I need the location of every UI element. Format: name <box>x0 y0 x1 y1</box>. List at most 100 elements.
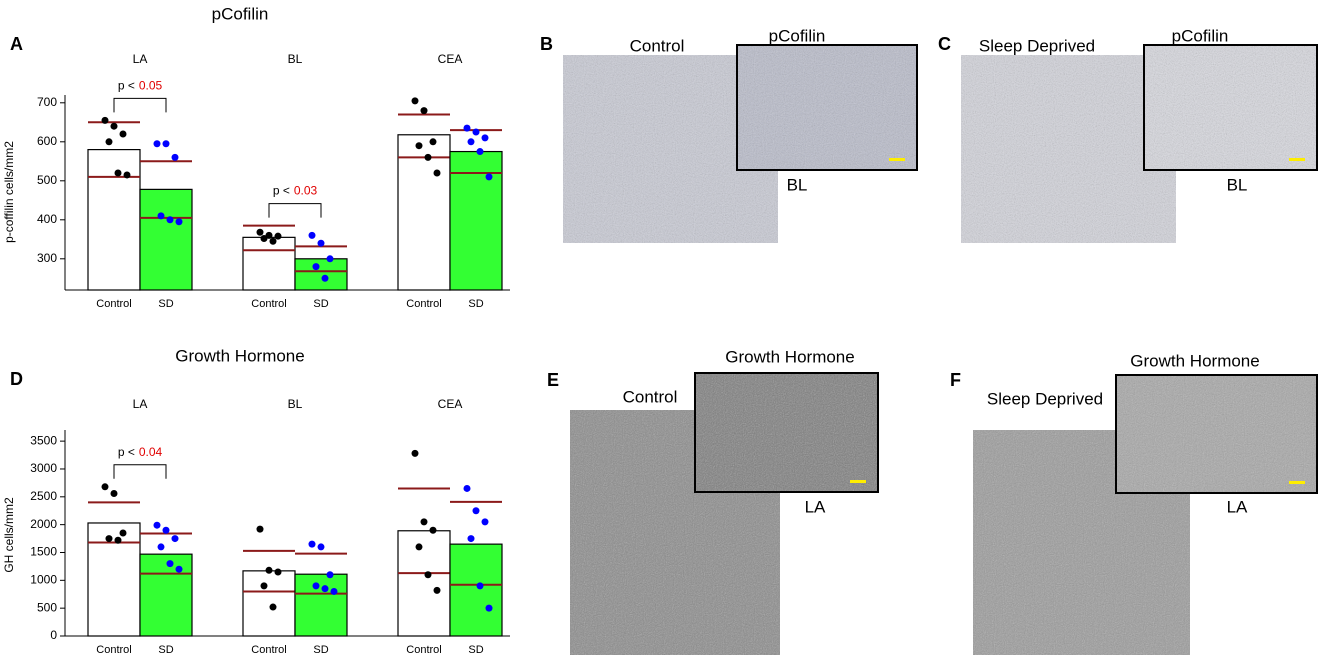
data-point <box>171 153 179 161</box>
p-value: p < 0.04 <box>118 445 163 459</box>
data-point <box>321 274 329 282</box>
y-tick-label: 1000 <box>30 572 57 586</box>
data-point <box>485 173 493 181</box>
data-point <box>114 536 122 544</box>
data-point <box>481 134 489 142</box>
p-number: 0.04 <box>139 445 163 459</box>
p-label: p < <box>118 445 135 459</box>
data-point <box>101 116 109 124</box>
data-point <box>123 171 131 179</box>
panel-letter: F <box>950 370 961 390</box>
bar <box>397 134 451 291</box>
data-point <box>312 582 320 590</box>
data-point <box>415 142 423 150</box>
data-point <box>114 169 122 177</box>
x-tick-label: SD <box>468 644 483 656</box>
panel-letter: E <box>547 370 559 390</box>
significance-bracket <box>268 203 322 218</box>
y-tick-label: 300 <box>37 251 57 265</box>
data-point <box>157 543 165 551</box>
bar <box>139 553 193 637</box>
inset-label: pCofilin <box>1172 26 1229 45</box>
data-point <box>312 263 320 271</box>
bar <box>242 570 296 637</box>
data-point <box>110 489 118 497</box>
data-point <box>256 525 264 533</box>
y-tick-label: 400 <box>37 212 57 226</box>
panel-letter: D <box>10 369 23 389</box>
data-point <box>485 604 493 612</box>
scale-bar <box>1289 481 1305 484</box>
p-label: p < <box>118 79 135 93</box>
inset-label: pCofilin <box>769 26 826 45</box>
data-point <box>429 138 437 146</box>
data-point <box>260 582 268 590</box>
data-point <box>265 231 273 239</box>
data-point <box>308 231 316 239</box>
y-tick-label: 2500 <box>30 489 57 503</box>
data-point <box>175 218 183 226</box>
group-label: CEA <box>438 397 463 411</box>
data-point <box>162 140 170 148</box>
x-tick-label: Control <box>251 298 286 310</box>
data-point <box>269 237 277 245</box>
x-tick-label: SD <box>158 298 173 310</box>
p-value: p < 0.05 <box>118 79 163 93</box>
data-point <box>424 153 432 161</box>
y-tick-label: 0 <box>50 628 57 642</box>
data-point <box>105 138 113 146</box>
data-point <box>274 568 282 576</box>
data-point <box>467 138 475 146</box>
significance-bracket <box>113 464 167 479</box>
panel-letter: B <box>540 34 553 54</box>
x-tick-label: SD <box>468 298 483 310</box>
data-point <box>326 255 334 263</box>
significance-bracket <box>113 97 167 113</box>
group-label: LA <box>133 52 148 66</box>
y-tick-label: 3000 <box>30 461 57 475</box>
data-point <box>411 449 419 457</box>
data-point <box>481 518 489 526</box>
inset-texture <box>696 374 877 491</box>
data-point <box>162 526 170 534</box>
region-label: BL <box>787 175 808 194</box>
data-point <box>317 543 325 551</box>
panel-letter: C <box>938 34 951 54</box>
x-tick-label: SD <box>313 644 328 656</box>
data-point <box>260 235 268 243</box>
inset-texture <box>1145 46 1316 169</box>
image-label: Control <box>623 387 678 406</box>
data-point <box>476 582 484 590</box>
panel-letter: A <box>10 34 23 54</box>
data-point <box>153 140 161 148</box>
inset-label: Growth Hormone <box>725 347 854 366</box>
x-tick-label: Control <box>406 644 441 656</box>
data-point <box>119 529 127 537</box>
y-tick-label: 2000 <box>30 517 57 531</box>
y-tick-label: 1500 <box>30 545 57 559</box>
data-point <box>330 587 338 595</box>
y-tick-label: 500 <box>37 600 57 614</box>
data-point <box>166 216 174 224</box>
region-label: LA <box>1227 497 1248 516</box>
region-label: LA <box>805 497 826 516</box>
inset-texture <box>1117 376 1316 492</box>
group-label: BL <box>288 397 303 411</box>
data-point <box>308 540 316 548</box>
y-tick-label: 700 <box>37 95 57 109</box>
data-point <box>326 571 334 579</box>
image-label: Control <box>630 36 685 55</box>
region-label: BL <box>1227 175 1248 194</box>
data-point <box>420 518 428 526</box>
data-point <box>317 239 325 247</box>
y-tick-label: 3500 <box>30 433 57 447</box>
data-point <box>153 521 161 529</box>
bar <box>139 188 193 291</box>
bar <box>242 236 296 291</box>
data-point <box>321 585 329 593</box>
group-label: BL <box>288 52 303 66</box>
data-point <box>467 535 475 543</box>
x-tick-label: Control <box>96 644 131 656</box>
data-point <box>420 107 428 115</box>
group-label: CEA <box>438 52 463 66</box>
